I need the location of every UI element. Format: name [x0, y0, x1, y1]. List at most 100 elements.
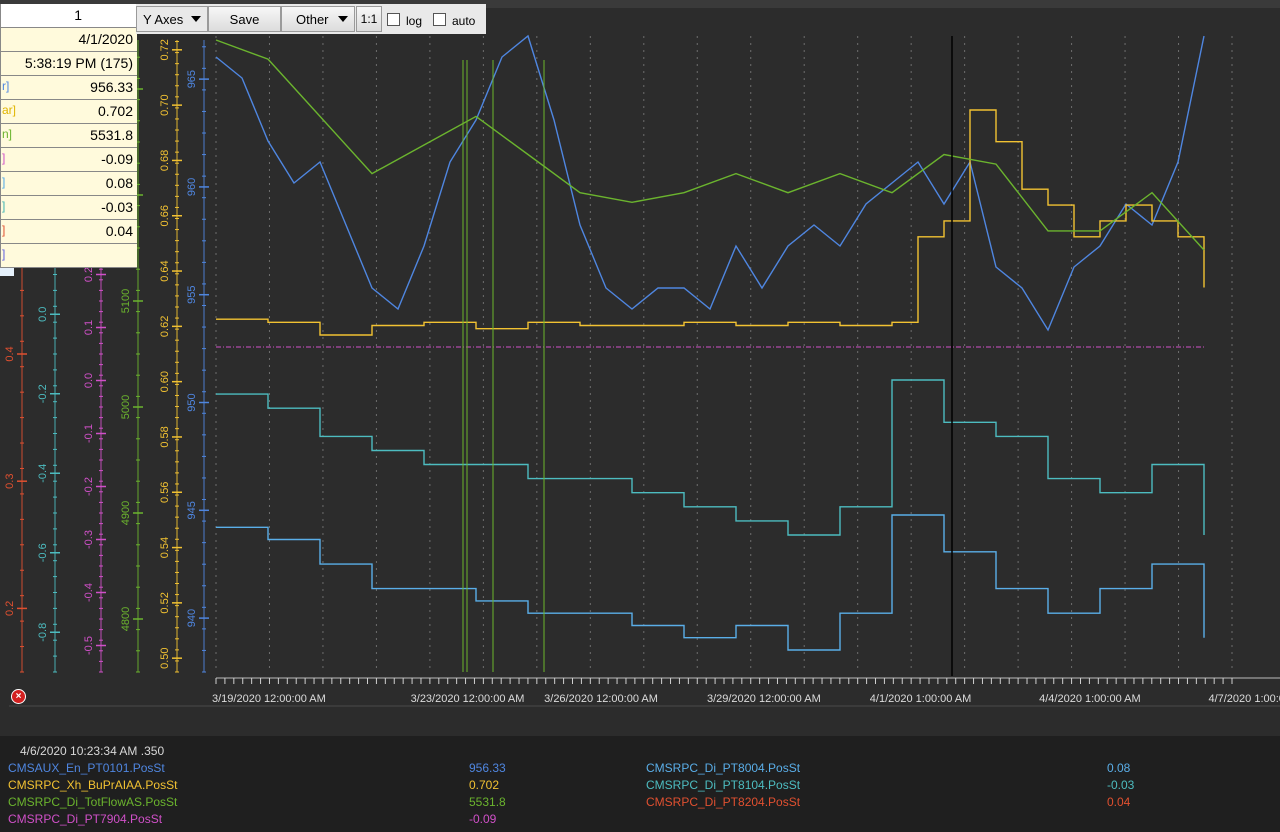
- y-axis-tick-label: 0.70: [159, 94, 171, 115]
- y-axis-tick-label: 965: [186, 70, 198, 88]
- legend-series-value: -0.09: [469, 812, 497, 826]
- legend-series-value: -0.03: [1107, 778, 1135, 792]
- info-row-tag: ]: [2, 175, 6, 189]
- ratio-label: 1:1: [360, 12, 378, 26]
- y-axis-tick-label: 5100: [120, 289, 132, 313]
- info-row-value: -0.03: [101, 199, 133, 215]
- save-button[interactable]: Save: [208, 6, 281, 32]
- y-axis-tick-label: 0.50: [159, 647, 171, 668]
- y-axis-tick-label: 940: [186, 609, 198, 627]
- y-axis-tick-label: 0.68: [159, 150, 171, 171]
- info-row-tag: n]: [2, 127, 13, 141]
- legend-series-name: CMSRPC_Di_PT8004.PosSt: [646, 761, 801, 775]
- y-axis-tick-label: 950: [186, 393, 198, 411]
- info-row-value: 4/1/2020: [78, 31, 134, 47]
- y-axis-tick-label: 0.0: [83, 373, 95, 388]
- info-row: r] 956.33: [1, 76, 137, 100]
- chevron-down-icon: [338, 16, 348, 22]
- legend-series-value: 0.702: [469, 778, 500, 792]
- legend-series-name: CMSRPC_Di_PT8104.PosSt: [646, 778, 801, 792]
- info-row: 5:38:19 PM (175): [1, 52, 137, 76]
- y-axis-tick-label: 0.4: [4, 346, 16, 361]
- y-axis-tick-label: 960: [186, 178, 198, 196]
- y-axis-tick-label: 0.66: [159, 205, 171, 226]
- y-axes-label: Y Axes: [143, 11, 184, 27]
- legend-timestamp: 4/6/2020 10:23:34 AM .350: [20, 744, 165, 758]
- y-axis-tick-label: 0.3: [4, 474, 16, 489]
- close-icon[interactable]: ×: [11, 689, 26, 704]
- y-axis-tick-label: 955: [186, 286, 198, 304]
- info-row-value: 1: [74, 7, 82, 23]
- other-dropdown[interactable]: Other: [281, 6, 355, 32]
- info-row-value: 5:38:19 PM (175): [24, 55, 133, 71]
- info-row: n] 5531.8: [1, 124, 137, 148]
- x-axis-tick-label: 4/4/2020 1:00:00 AM: [1039, 693, 1141, 705]
- info-row-tag: ]: [2, 151, 6, 165]
- legend-series-name: CMSRPC_Di_PT7904.PosSt: [8, 812, 163, 826]
- chevron-down-icon: [191, 16, 201, 22]
- info-row-value: 0.08: [105, 175, 133, 191]
- log-label: log: [406, 14, 423, 28]
- y-axis-tick-label: -0.4: [83, 583, 95, 602]
- y-axis-tick-label: 4800: [120, 607, 132, 631]
- y-axis-tick-label: -0.2: [37, 384, 49, 403]
- y-axis-tick-label: -0.3: [83, 530, 95, 549]
- info-row-tag: ]: [2, 223, 6, 237]
- legend-series-value: 5531.8: [469, 795, 506, 809]
- y-axis-tick-label: 0.72: [159, 39, 171, 60]
- legend-series-value: 956.33: [469, 761, 506, 775]
- y-axis-tick-label: -0.5: [83, 636, 95, 655]
- y-axes-dropdown[interactable]: Y Axes: [136, 6, 208, 32]
- chart-area[interactable]: 0.20.30.40.50.6-0.8-0.6-0.4-0.20.00.20.4…: [0, 0, 1280, 736]
- ratio-button[interactable]: 1:1: [356, 6, 382, 32]
- y-axis-tick-label: 5000: [120, 395, 132, 419]
- series-line-pt8104: [216, 379, 1205, 536]
- info-row-value: -0.09: [101, 151, 133, 167]
- info-row: ]: [1, 244, 137, 268]
- auto-label: auto: [452, 14, 476, 28]
- legend-series-value: 0.04: [1107, 795, 1131, 809]
- info-row-value: 0.04: [105, 223, 133, 239]
- series-line-pt8004: [216, 514, 1205, 651]
- y-axis-tick-label: 0.2: [83, 267, 95, 282]
- info-row: ] -0.09: [1, 148, 137, 172]
- y-axis-tick-label: -0.6: [37, 543, 49, 562]
- y-axis-tick-label: 0.64: [159, 260, 171, 281]
- y-axis-tick-label: 0.1: [83, 320, 95, 335]
- y-axis-tick-label: 0.52: [159, 592, 171, 613]
- info-row-value: 956.33: [90, 79, 133, 95]
- info-row-tag: r]: [2, 79, 10, 93]
- y-axis-tick-label: -0.4: [37, 464, 49, 483]
- y-axis-tick-label: 0.62: [159, 316, 171, 337]
- x-axis-tick-label: 4/1/2020 1:00:00 AM: [870, 693, 972, 705]
- series-line-buprai: [216, 109, 1205, 336]
- toolbar: Y Axes Save Other 1:1 log auto: [136, 4, 486, 34]
- y-axis-tick-label: 0.60: [159, 371, 171, 392]
- info-row: ] 0.04: [1, 220, 137, 244]
- info-row-tag: ]: [2, 247, 6, 261]
- legend-panel: 4/6/2020 10:23:34 AM .350 CMSAUX_En_PT01…: [0, 736, 1280, 832]
- legend-series-name: CMSRPC_Di_TotFlowAS.PosSt: [8, 795, 178, 809]
- legend-series-name: CMSRPC_Xh_BuPrAIAA.PosSt: [8, 778, 178, 792]
- y-axis-tick-label: -0.2: [83, 477, 95, 496]
- info-row-tag: ar]: [2, 103, 17, 117]
- info-row: 1: [1, 4, 137, 28]
- y-axis-tick-label: 0.58: [159, 426, 171, 447]
- info-row: ] -0.03: [1, 196, 137, 220]
- y-axis-tick-label: -0.8: [37, 623, 49, 642]
- info-panel: 1 4/1/2020 5:38:19 PM (175) r] 956.33 ar] 0.70…: [0, 4, 137, 268]
- y-axis-tick-label: 945: [186, 501, 198, 519]
- y-axis-tick-label: 0.0: [37, 307, 49, 322]
- x-axis-tick-label: 3/26/2020 12:00:00 AM: [544, 693, 658, 705]
- info-row: ar] 0.702: [1, 100, 137, 124]
- auto-checkbox[interactable]: [433, 13, 446, 26]
- x-axis-tick-label: 4/7/2020 1:00:00 AM: [1208, 693, 1280, 705]
- y-axis-tick-label: 0.54: [159, 537, 171, 558]
- y-axis-tick-label: 4900: [120, 501, 132, 525]
- info-row-value: 0.702: [97, 103, 133, 119]
- series-line-pt0101: [215, 34, 1205, 332]
- log-checkbox[interactable]: [387, 13, 400, 26]
- other-label: Other: [296, 11, 329, 27]
- y-axis-tick-label: -0.1: [83, 424, 95, 443]
- legend-series-name: CMSAUX_En_PT0101.PosSt: [8, 761, 165, 775]
